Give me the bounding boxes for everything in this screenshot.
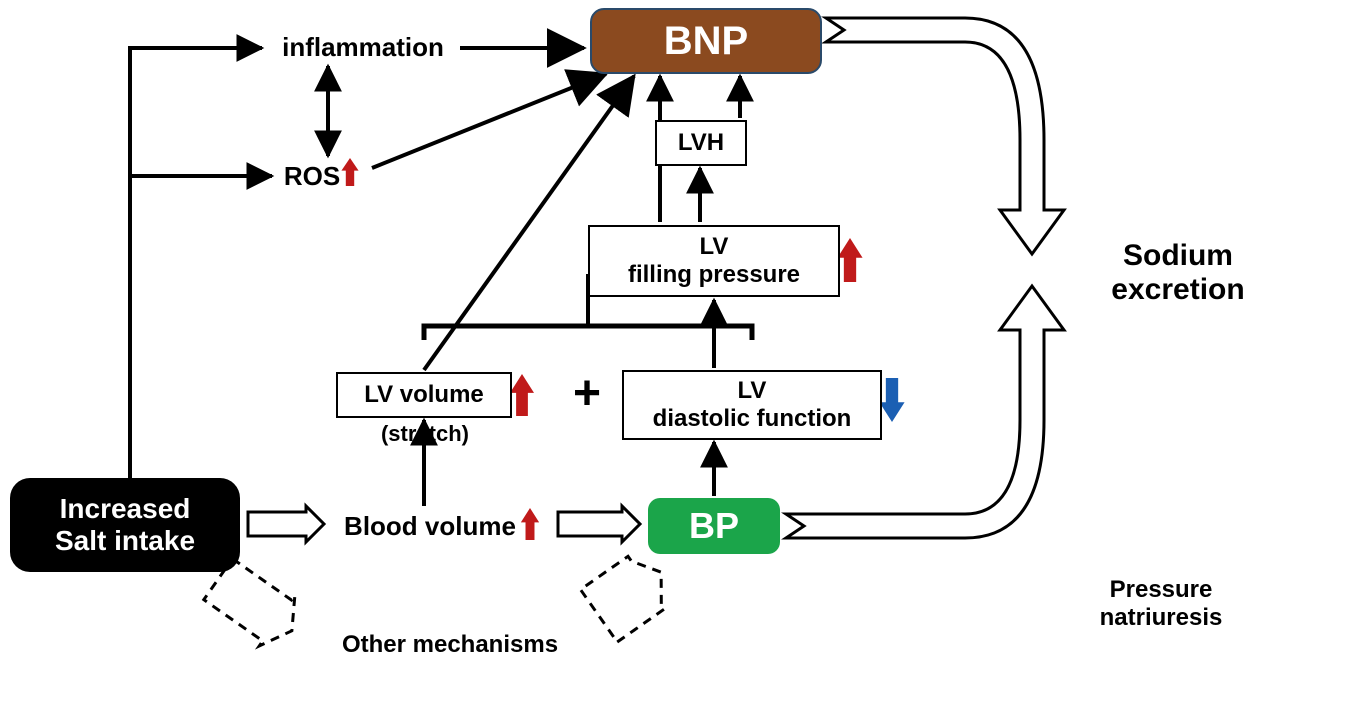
edge-salt_ros: [130, 176, 272, 478]
indicator-lvdias: [879, 378, 904, 422]
block-arrow-salt_to_blood: [248, 506, 324, 542]
edge-lvvol_bnp_diag: [424, 76, 634, 370]
indicator-lvfp: [837, 238, 862, 282]
node-inflam: inflammation: [268, 32, 458, 64]
curved-arrow-bnp_to_sodium: [826, 18, 1064, 254]
node-salt: Increased Salt intake: [10, 478, 240, 572]
indicator-lvvol: [510, 374, 534, 416]
edge-ros_bnp: [372, 74, 606, 168]
node-ros: ROS: [278, 162, 346, 192]
block-arrow-blood_to_bp: [558, 506, 640, 542]
node-othermech: Other mechanisms: [320, 630, 580, 660]
block-arrow-other_bp_d2: [581, 546, 680, 642]
edge-bracket: [424, 326, 752, 340]
node-plus: +: [564, 368, 610, 420]
node-lvh: LVH: [655, 120, 747, 166]
node-bp: BP: [648, 498, 780, 554]
node-bloodvol: Blood volume: [330, 512, 530, 542]
node-stretch: (stretch): [360, 420, 490, 448]
node-lvfp: LV filling pressure: [588, 225, 840, 297]
node-bnp: BNP: [590, 8, 822, 74]
edge-salt_inflam: [130, 48, 262, 478]
node-lvvol: LV volume: [336, 372, 512, 418]
node-lvdias: LV diastolic function: [622, 370, 882, 440]
node-press_nat: Pressure natriuresis: [1066, 574, 1256, 634]
node-sodium: Sodium excretion: [1078, 238, 1278, 308]
